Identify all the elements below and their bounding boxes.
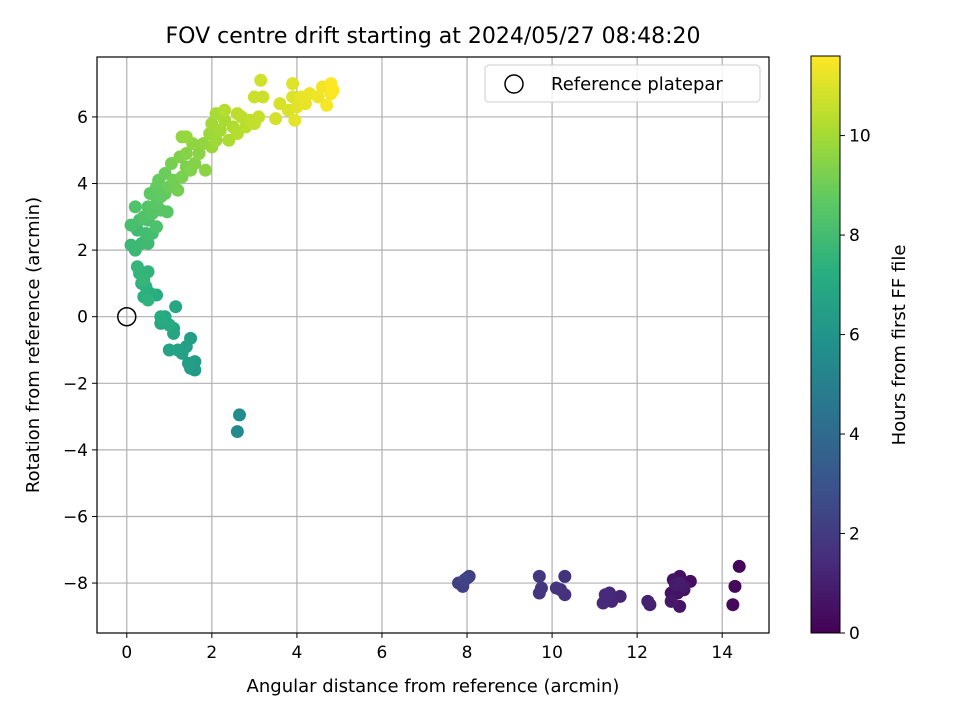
colorbar-tick-label: 4 [849,425,860,445]
scatter-point [160,205,174,219]
y-axis-label: Rotation from reference (arcmin) [23,197,44,493]
y-axis-ticks: −8 −6 −4 −2 0 2 4 6 [63,108,97,594]
colorbar-gradient [811,56,840,633]
x-tick-label: 12 [626,643,648,663]
data-points [124,73,746,613]
legend-box [484,64,761,103]
scatter-point [252,110,266,124]
colorbar-frame [810,55,841,634]
scatter-point [326,83,340,97]
colorbar-tick-label: 8 [849,226,860,246]
scatter-point [162,343,176,357]
scatter-point [188,157,202,171]
scatter-point [141,236,155,250]
y-tick-label: 4 [77,175,88,195]
y-tick-label: −2 [63,374,88,394]
scatter-point [169,300,183,314]
scatter-point [732,559,746,573]
y-tick-label: 0 [77,308,88,328]
reference-marker [117,306,137,327]
scatter-point [150,220,164,234]
x-tick-label: 14 [711,643,733,663]
colorbar-label: Hours from first FF file [889,245,910,446]
scatter-point [181,356,195,370]
scatter-point [532,569,546,583]
scatter-point [726,598,740,612]
scatter-point [213,123,227,137]
colorbar-tick-label: 10 [849,127,871,147]
x-axis-label: Angular distance from reference (arcmin) [247,676,620,697]
scatter-point [269,112,283,126]
x-tick-label: 6 [377,643,388,663]
x-tick-label: 0 [121,643,132,663]
scatter-point [230,425,244,439]
scatter-point [209,133,223,147]
plot-frame [96,56,770,634]
scatter-point [298,97,312,111]
scatter-point [311,90,325,104]
scatter-point [154,310,168,324]
scatter-point [232,408,246,422]
scatter-point [558,569,572,583]
scatter-point [641,594,655,608]
legend-reference-label: Reference platepar [551,74,723,95]
scatter-point [130,260,144,274]
legend-reference-icon [504,74,524,94]
scatter-point [288,113,302,127]
colorbar-tick-label: 0 [849,624,860,644]
colorbar-ticks: 0 2 4 6 8 10 [840,127,871,644]
y-tick-label: 2 [77,241,88,261]
scatter-point [179,147,193,161]
scatter-point [141,293,155,307]
y-tick-label: −8 [63,574,88,594]
scatter-point [534,581,548,595]
scatter-point [230,107,244,121]
scatter-point [598,588,612,602]
colorbar-tick-label: 6 [849,326,860,346]
scatter-point [218,103,232,117]
scatter-point [286,77,300,91]
x-axis-ticks: 0 2 4 6 8 10 12 14 [121,633,733,663]
colorbar-tick-label: 2 [849,525,860,545]
x-tick-label: 2 [206,643,217,663]
grid [97,57,769,633]
y-tick-label: −6 [63,507,88,527]
scatter-point [458,573,472,587]
scatter-point [137,273,151,287]
scatter-point [728,579,742,593]
scatter-point [192,147,206,161]
scatter-point [179,130,193,144]
x-tick-label: 8 [462,643,473,663]
y-tick-label: −4 [63,441,88,461]
scatter-point [664,594,678,608]
legend: Reference platepar [484,64,761,103]
y-tick-label: 6 [77,108,88,128]
colorbar: 0 2 4 6 8 10 Hours from first FF file [810,55,910,644]
scatter-point [673,576,687,590]
scatter-point [549,581,563,595]
scatter-point [254,73,268,87]
chart-title: FOV centre drift starting at 2024/05/27 … [166,24,701,49]
scatter-point [320,98,334,112]
x-tick-label: 10 [541,643,563,663]
scatter-point [171,183,185,197]
scatter-point [128,200,142,214]
x-tick-label: 4 [291,643,302,663]
scatter-point [256,90,270,104]
scatter-point [198,163,212,177]
